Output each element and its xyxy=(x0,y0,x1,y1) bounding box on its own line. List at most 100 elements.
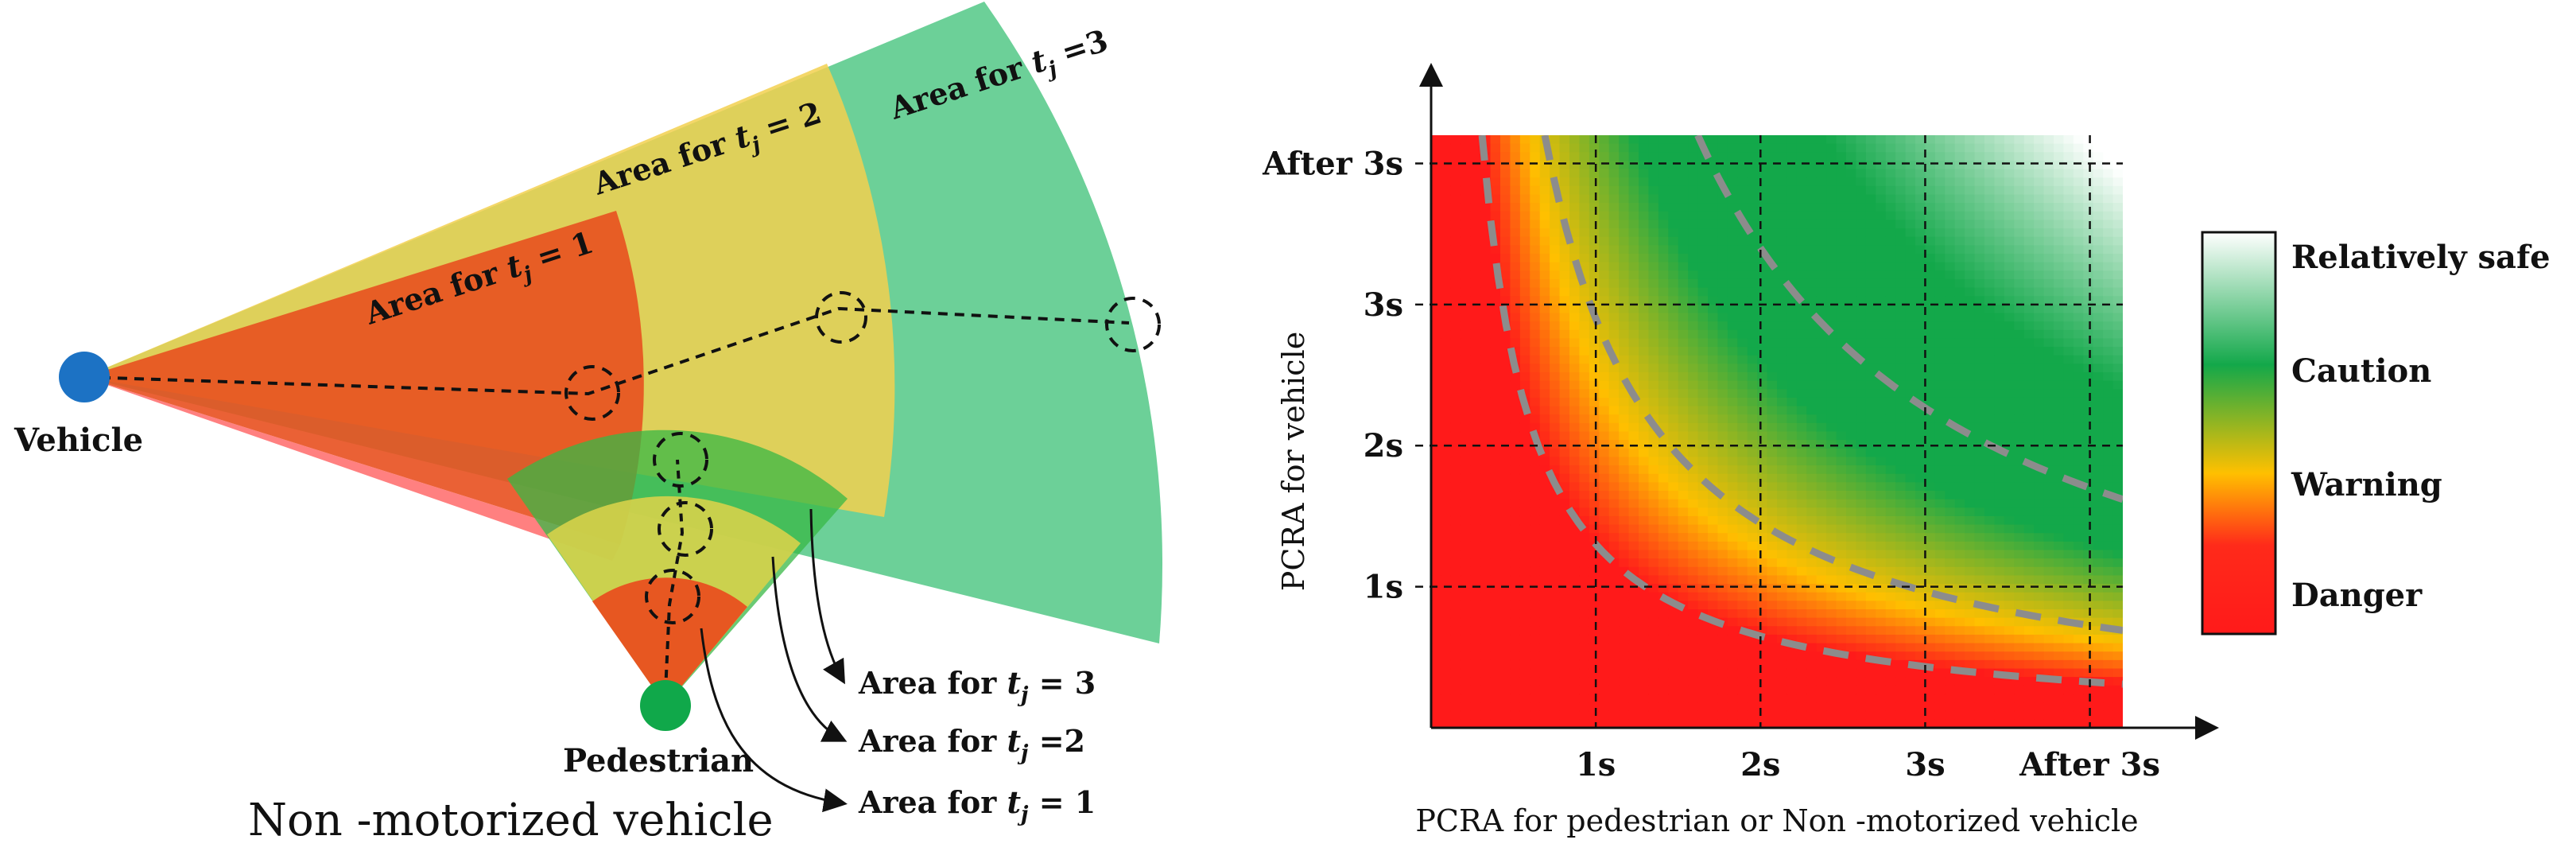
heatmap-cell xyxy=(1717,465,1728,475)
heatmap-cell xyxy=(1569,465,1581,475)
heatmap-cell xyxy=(1934,380,1946,390)
heatmap-cell xyxy=(2112,414,2123,424)
heatmap-cell xyxy=(1619,431,1630,441)
heatmap-cell xyxy=(2034,211,2045,221)
heatmap-cell xyxy=(1934,169,1946,178)
heatmap-cell xyxy=(1856,431,1867,441)
heatmap-cell xyxy=(2023,719,2035,728)
heatmap-cell xyxy=(1648,499,1659,508)
heatmap-cell xyxy=(2034,135,2045,145)
heatmap-cell xyxy=(1658,372,1669,382)
heatmap-cell xyxy=(1994,643,2005,652)
heatmap-cell xyxy=(1984,584,1996,593)
heatmap-cell xyxy=(1796,440,1807,449)
heatmap-cell xyxy=(1608,482,1620,492)
heatmap-cell xyxy=(1796,651,1807,661)
heatmap-cell xyxy=(1708,422,1719,433)
heatmap-cell xyxy=(1450,465,1461,475)
heatmap-cell xyxy=(1648,694,1659,703)
heatmap-cell xyxy=(1708,440,1719,449)
heatmap-cell xyxy=(1550,659,1561,670)
heatmap-cell xyxy=(1648,329,1659,340)
heatmap-cell xyxy=(1678,515,1689,526)
heatmap-cell xyxy=(1579,287,1590,297)
heatmap-cell xyxy=(1688,143,1699,153)
heatmap-cell xyxy=(1777,278,1788,289)
heatmap-cell xyxy=(1678,422,1689,433)
heatmap-cell xyxy=(1678,313,1689,322)
heatmap-cell xyxy=(2112,592,2123,601)
heatmap-cell xyxy=(1688,465,1699,475)
heatmap-cell xyxy=(1539,321,1550,331)
heatmap-cell xyxy=(1865,270,1876,280)
heatmap-cell xyxy=(2004,694,2015,703)
heatmap-cell xyxy=(1708,550,1719,559)
heatmap-cell xyxy=(1461,592,1472,601)
heatmap-cell xyxy=(1925,397,1936,407)
heatmap-cell xyxy=(1480,389,1492,398)
heatmap-cell xyxy=(1539,406,1550,415)
heatmap-cell xyxy=(1836,719,1847,728)
heatmap-cell xyxy=(2043,482,2054,492)
heatmap-cell xyxy=(1648,431,1659,441)
heatmap-cell xyxy=(1816,372,1827,382)
pedestrian-area-t1-sector xyxy=(592,577,747,706)
heatmap-cell xyxy=(1519,710,1530,720)
heatmap-cell xyxy=(1806,710,1818,720)
heatmap-cell xyxy=(1697,228,1709,238)
heatmap-cell xyxy=(2073,245,2084,255)
heatmap-cell xyxy=(1628,643,1639,652)
heatmap-cell xyxy=(1767,228,1778,238)
heatmap-cell xyxy=(1441,287,1452,297)
heatmap-cell xyxy=(1530,592,1541,601)
heatmap-cell xyxy=(1757,440,1768,449)
heatmap-cell xyxy=(1678,584,1689,593)
heatmap-cell xyxy=(1500,270,1511,280)
heatmap-cell xyxy=(2014,254,2025,263)
heatmap-cell xyxy=(1628,533,1639,542)
vehicle-trajectory xyxy=(83,306,1130,396)
heatmap-cell xyxy=(1905,541,1916,551)
heatmap-cell xyxy=(1639,592,1650,601)
heatmap-cell xyxy=(1619,389,1630,398)
heatmap-cell xyxy=(1846,685,1857,695)
heatmap-cell xyxy=(1678,626,1689,636)
heatmap-cell xyxy=(1708,702,1719,712)
heatmap-cell xyxy=(1480,296,1492,305)
heatmap-cell xyxy=(1865,457,1876,466)
heatmap-cell xyxy=(2034,338,2045,348)
heatmap-cell xyxy=(2043,152,2054,161)
heatmap-cell xyxy=(1777,584,1788,593)
heatmap-cell xyxy=(2054,499,2065,508)
heatmap-cell xyxy=(2014,380,2025,390)
heatmap-cell xyxy=(1599,296,1610,305)
heatmap-cell xyxy=(1510,211,1521,221)
heatmap-cell xyxy=(1490,465,1501,475)
heatmap-cell xyxy=(1480,592,1492,601)
heatmap-cell xyxy=(1579,524,1590,534)
pedestrian-future-position-2 xyxy=(658,501,713,557)
heatmap-cell xyxy=(1668,313,1679,322)
heatmap-cell xyxy=(1865,135,1876,145)
heatmap-cell xyxy=(1708,313,1719,322)
heatmap-cell xyxy=(1945,448,1956,458)
heatmap-cell xyxy=(1530,719,1541,728)
heatmap-cell xyxy=(2023,465,2035,475)
heatmap-cell xyxy=(1678,685,1689,695)
heatmap-cell xyxy=(2004,304,2015,314)
heatmap-cell xyxy=(2054,524,2065,534)
heatmap-cell xyxy=(1688,668,1699,678)
heatmap-cell xyxy=(1925,262,1936,271)
heatmap-cell xyxy=(1974,143,1985,153)
heatmap-cell xyxy=(1688,643,1699,652)
heatmap-cell xyxy=(1905,270,1916,280)
heatmap-cell xyxy=(1836,389,1847,398)
heatmap-cell xyxy=(1431,313,1442,322)
heatmap-cell xyxy=(1747,533,1758,542)
heatmap-cell xyxy=(1717,507,1728,517)
heatmap-cell xyxy=(1510,694,1521,703)
heatmap-cell xyxy=(1648,575,1659,585)
heatmap-cell xyxy=(2093,499,2104,508)
heatmap-cell xyxy=(2043,626,2054,636)
heatmap-cell xyxy=(2093,440,2104,449)
